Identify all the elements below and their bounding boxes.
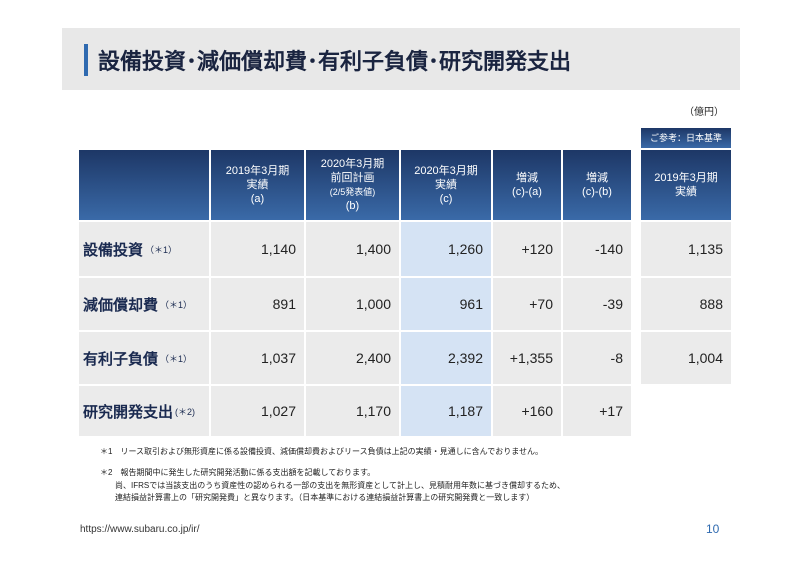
title-band	[62, 28, 740, 90]
label-text: 設備投資	[83, 241, 144, 259]
table-cell: 891	[211, 278, 304, 330]
page-number: 10	[706, 522, 720, 536]
footnote: 連結損益計算書上の「研究開発費」と異なります。（日本基準における連結損益計算書上…	[115, 493, 535, 502]
header-cell	[79, 150, 209, 220]
table-cell: 2,392	[401, 332, 491, 384]
footnote: 尚、IFRSでは当該支出のうち資産性の認められる一部の支出を無形資産として計上し…	[115, 481, 565, 490]
table-cell: 1,140	[211, 222, 304, 276]
row-label: 研究開発支出 (＊2)	[79, 386, 209, 436]
header-line: 2020年3月期	[320, 158, 385, 170]
table-cell: 1,170	[306, 386, 399, 436]
row-label: 有利子負債 （＊1）	[79, 332, 209, 384]
header-line: 2019年3月期	[654, 172, 718, 184]
table-cell: +1,355	[493, 332, 561, 384]
title-accent	[84, 44, 88, 76]
header-line: 増減	[586, 172, 608, 184]
table-cell: 1,400	[306, 222, 399, 276]
row-label: 減価償却費 （＊1）	[79, 278, 209, 330]
header-line: (c)-(b)	[582, 186, 612, 198]
reference-header: 2019年3月期 実績	[641, 150, 731, 220]
column-header: 2019年3月期 実績 (a)	[211, 150, 304, 220]
reference-cell: 1,135	[641, 222, 731, 276]
footnote: ＊2 報告期間中に発生した研究開発活動に係る支出額を記載しております。	[100, 468, 376, 477]
label-note: （＊1）	[160, 299, 193, 310]
column-header: 2020年3月期 実績 (c)	[401, 150, 491, 220]
header-line: (c)-(a)	[512, 186, 542, 198]
label-text: 有利子負債	[83, 350, 159, 368]
header-line: 実績	[246, 179, 269, 191]
unit: （億円）	[684, 107, 724, 118]
table-cell: 1,260	[401, 222, 491, 276]
label-note: （＊1）	[145, 244, 178, 255]
table-cell: 1,187	[401, 386, 491, 436]
table-cell: +17	[563, 386, 631, 436]
table-cell: 961	[401, 278, 491, 330]
header-line: 増減	[516, 172, 538, 184]
footnote: ＊1 リース取引および無形資産に係る設備投資、減価償却費およびリース負債は上記の…	[100, 447, 544, 456]
header-line: 実績	[435, 179, 457, 191]
column-header: 増減 (c)-(a)	[493, 150, 561, 220]
title: 設備投資･減価償却費･有利子負債･研究開発支出	[98, 49, 572, 74]
label-note: （＊1）	[160, 353, 193, 364]
column-header: 2020年3月期 前回計画 (2/5発表値) (b)	[306, 150, 399, 220]
header-line: 前回計画	[330, 172, 375, 184]
reference-cell: 1,004	[641, 332, 731, 384]
table-cell: +70	[493, 278, 561, 330]
reference-caption: ご参考：日本基準	[641, 128, 731, 148]
column-header: 増減 (c)-(b)	[563, 150, 631, 220]
header-line: (c)	[439, 193, 453, 205]
header-line: (b)	[345, 200, 360, 212]
header-line: (2/5発表値)	[329, 187, 376, 197]
table-cell: 1,027	[211, 386, 304, 436]
header-line: (a)	[250, 193, 265, 205]
reference-cell: 888	[641, 278, 731, 330]
table-cell: -8	[563, 332, 631, 384]
header-line: 実績	[675, 186, 697, 198]
header-line: 2019年3月期	[225, 165, 290, 177]
table-cell: 1,000	[306, 278, 399, 330]
label-text: 研究開発支出	[83, 403, 174, 421]
table-cell: 1,037	[211, 332, 304, 384]
table-cell: +120	[493, 222, 561, 276]
table-cell: -39	[563, 278, 631, 330]
row-label: 設備投資 （＊1）	[79, 222, 209, 276]
table-cell: 2,400	[306, 332, 399, 384]
table-cell: +160	[493, 386, 561, 436]
table-cell: -140	[563, 222, 631, 276]
footer-url: https://www.subaru.co.jp/ir/	[80, 524, 200, 535]
header-line: 2020年3月期	[414, 165, 478, 177]
label-text: 減価償却費	[83, 296, 159, 314]
label-note: (＊2)	[175, 406, 196, 417]
